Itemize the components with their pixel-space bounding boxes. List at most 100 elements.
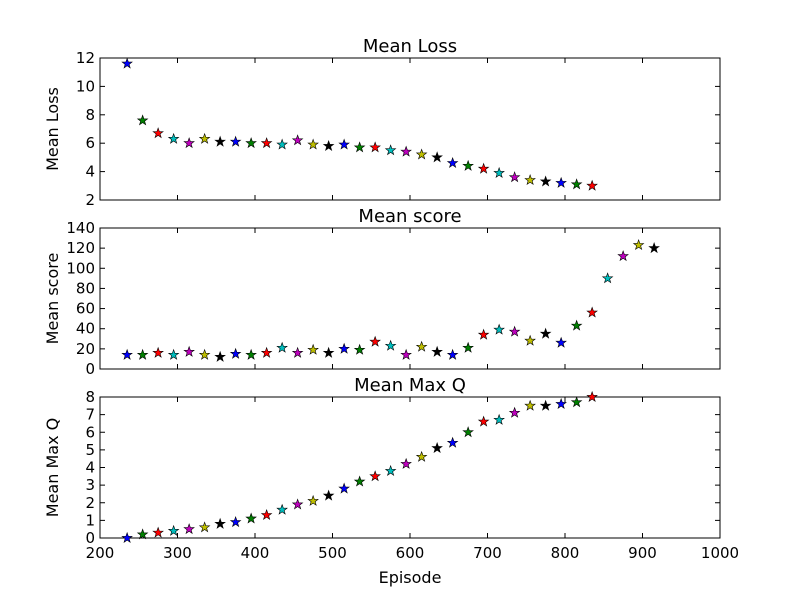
data-point-star — [369, 470, 381, 482]
data-point-star — [291, 498, 304, 510]
x-tick-label: 400 — [241, 544, 270, 562]
data-point-star — [291, 134, 304, 146]
data-point-star — [508, 171, 521, 183]
data-point-star — [307, 494, 319, 506]
data-point-star — [369, 141, 381, 153]
data-point-star — [121, 57, 133, 69]
y-tick-label: 4 — [85, 163, 95, 181]
data-point-star — [539, 327, 552, 339]
x-tick-label: 1000 — [701, 544, 739, 562]
data-point-star — [462, 426, 474, 438]
y-tick-label: 7 — [85, 406, 95, 424]
data-point-star — [214, 350, 226, 362]
data-point-star — [276, 503, 288, 515]
data-point-star — [446, 436, 459, 448]
x-tick-label: 300 — [163, 544, 192, 562]
data-point-star — [152, 127, 164, 139]
data-point-star — [307, 343, 319, 355]
data-point-star — [307, 138, 319, 150]
data-point-star — [493, 166, 505, 178]
data-point-star — [555, 397, 567, 409]
data-point-star — [384, 144, 397, 156]
y-tick-label: 8 — [85, 388, 95, 406]
data-point-star — [260, 346, 273, 358]
data-point-star — [322, 139, 335, 151]
data-point-star — [245, 512, 257, 524]
y-tick-label: 2 — [85, 494, 95, 512]
x-tick-label: 200 — [86, 544, 115, 562]
data-point-star — [229, 347, 242, 359]
y-tick-label: 6 — [85, 134, 95, 152]
y-tick-label: 3 — [85, 476, 95, 494]
data-point-star — [508, 325, 521, 337]
data-point-star — [214, 135, 226, 147]
data-point-star — [136, 114, 149, 126]
data-point-star — [555, 336, 567, 348]
y-tick-label: 6 — [85, 423, 95, 441]
data-point-star — [260, 137, 273, 149]
y-tick-label: 1 — [85, 511, 95, 529]
data-point-star — [384, 339, 397, 351]
data-point-star — [617, 250, 629, 262]
data-point-star — [353, 475, 366, 487]
y-tick-label: 40 — [76, 320, 95, 338]
data-point-star — [291, 346, 304, 358]
y-tick-label: 2 — [85, 191, 95, 209]
data-point-star — [415, 450, 428, 462]
data-point-star — [477, 328, 490, 340]
y-tick-label: 120 — [66, 239, 95, 257]
data-point-star — [524, 174, 536, 186]
y-tick-label: 5 — [85, 441, 95, 459]
chart-title: Mean Max Q — [354, 375, 466, 396]
data-point-star — [415, 340, 428, 352]
data-point-star — [570, 319, 583, 331]
data-point-star — [524, 399, 536, 411]
data-point-star — [229, 516, 242, 528]
data-point-star — [555, 176, 567, 188]
data-point-star — [586, 390, 598, 402]
x-axis-label: Episode — [379, 568, 442, 587]
x-tick-label: 900 — [628, 544, 657, 562]
chart-title: Mean score — [358, 206, 461, 227]
data-point-star — [167, 524, 180, 536]
data-point-star — [524, 334, 536, 346]
data-point-star — [570, 178, 583, 190]
x-tick-label: 600 — [396, 544, 425, 562]
y-tick-label: 0 — [85, 360, 95, 378]
data-point-star — [245, 137, 257, 149]
data-point-star — [276, 341, 288, 353]
data-point-star — [493, 413, 505, 425]
data-point-star — [338, 138, 350, 150]
data-point-star — [648, 242, 660, 254]
data-point-star — [214, 517, 226, 529]
data-point-star — [586, 179, 598, 191]
y-tick-label: 80 — [76, 279, 95, 297]
data-point-star — [539, 399, 552, 411]
data-point-star — [415, 148, 428, 160]
data-point-star — [183, 523, 195, 535]
data-point-star — [353, 343, 366, 355]
y-tick-label: 4 — [85, 459, 95, 477]
data-point-star — [539, 175, 552, 187]
data-point-star — [198, 348, 211, 360]
data-point-star — [632, 239, 645, 251]
y-tick-label: 8 — [85, 106, 95, 124]
data-point-star — [446, 348, 459, 360]
y-tick-label: 60 — [76, 300, 95, 318]
y-axis-label: Mean Max Q — [43, 418, 62, 517]
data-point-star — [431, 151, 443, 163]
data-point-star — [508, 406, 521, 418]
data-point-star — [462, 159, 474, 171]
data-point-star — [198, 132, 211, 144]
data-point-star — [183, 137, 195, 149]
data-point-star — [431, 345, 443, 357]
x-tick-label: 500 — [318, 544, 347, 562]
data-point-star — [198, 521, 211, 533]
data-point-star — [152, 526, 164, 538]
data-point-star — [384, 464, 397, 476]
data-point-star — [400, 145, 412, 157]
data-point-star — [245, 348, 257, 360]
y-tick-label: 20 — [76, 340, 95, 358]
y-tick-label: 0 — [85, 529, 95, 547]
